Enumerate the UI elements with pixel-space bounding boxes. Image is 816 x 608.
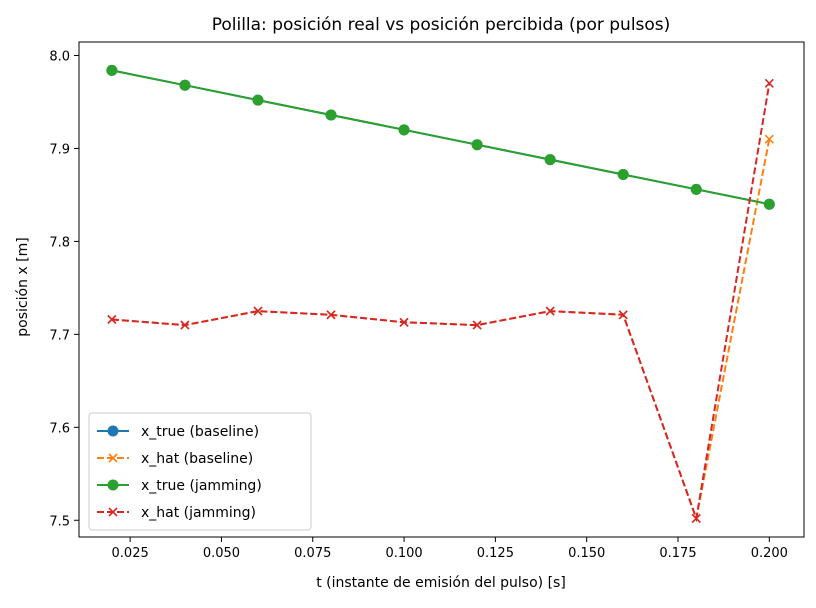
- legend-item: x_hat (baseline): [97, 451, 253, 467]
- legend: x_true (baseline) x_hat (baseline) x_true …: [88, 412, 312, 531]
- data-point: [544, 154, 556, 166]
- x-tick-label: 0.125: [477, 546, 514, 561]
- data-point: [471, 139, 483, 151]
- plot-area: 0.025 0.050 0.075 0.100 0.125 0.150 0.175 0.200…: [49, 41, 805, 561]
- series-line: [111, 69, 770, 206]
- legend-swatch-marker: [108, 507, 118, 517]
- data-point: [690, 183, 702, 195]
- data-point: [180, 320, 190, 330]
- chart-title: Polilla: posición real vs posición perci…: [212, 15, 671, 35]
- data-point: [472, 320, 482, 330]
- legend-label: x_true (baseline): [141, 424, 259, 440]
- y-tick-label: 7.7: [49, 328, 70, 343]
- axes-frame: [78, 41, 805, 538]
- legend-box: [88, 412, 312, 531]
- series-3: [106, 64, 775, 210]
- data-point: [325, 109, 337, 121]
- y-tick-label: 7.6: [49, 421, 70, 436]
- y-axis-label: posición x [m]: [15, 237, 31, 336]
- data-point: [107, 314, 117, 325]
- data-point: [106, 64, 118, 76]
- data-point: [764, 78, 774, 88]
- legend-label: x_hat (baseline): [141, 451, 253, 467]
- legend-item: x_hat (jamming): [97, 505, 256, 521]
- x-tick-label: 0.175: [659, 546, 696, 561]
- series-line: [111, 83, 771, 523]
- data-point: [398, 124, 410, 136]
- legend-label: x_hat (jamming): [141, 505, 256, 521]
- y-tick-label: 8.0: [49, 49, 70, 64]
- x-tick-label: 0.150: [568, 546, 605, 561]
- x-tick-label: 0.025: [112, 546, 149, 561]
- data-point: [399, 317, 409, 327]
- data-point: [764, 134, 774, 144]
- legend-label: x_true (jamming): [141, 478, 262, 494]
- data-point: [691, 513, 701, 523]
- series-4: [107, 78, 774, 523]
- legend-swatch-marker: [108, 453, 118, 463]
- data-point: [326, 310, 336, 320]
- legend-item: x_true (baseline): [97, 424, 259, 440]
- y-tick-label: 7.5: [49, 514, 70, 529]
- y-tick-label: 7.8: [49, 235, 70, 250]
- data-point: [763, 198, 775, 210]
- y-tick-label: 7.9: [49, 142, 70, 157]
- x-tick-label: 0.050: [203, 546, 240, 561]
- data-point: [618, 310, 628, 320]
- data-point: [253, 306, 263, 316]
- x-tick-label: 0.100: [385, 546, 422, 561]
- legend-swatch-marker: [107, 425, 119, 437]
- data-point: [179, 79, 191, 91]
- data-point: [617, 168, 629, 180]
- data-point: [252, 94, 264, 106]
- x-axis-label: t (instante de emisión del pulso) [s]: [316, 575, 566, 591]
- x-tick-label: 0.075: [294, 546, 331, 561]
- x-tick-label: 0.200: [751, 546, 788, 561]
- legend-item: x_true (jamming): [97, 478, 262, 494]
- data-point: [545, 306, 555, 316]
- legend-swatch-marker: [107, 479, 119, 491]
